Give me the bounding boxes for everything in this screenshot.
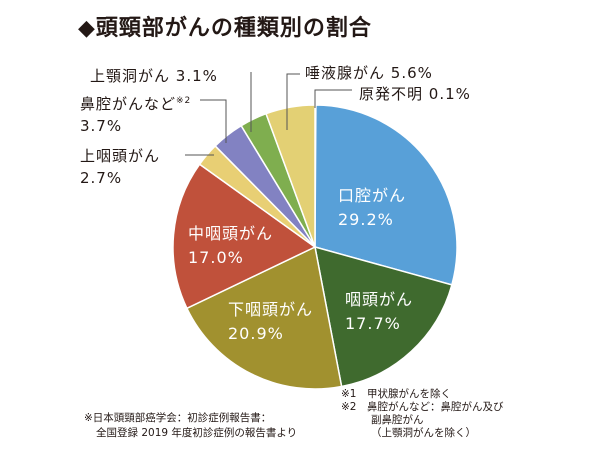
footnote-2c: （上顎洞がんを除く）: [371, 427, 476, 439]
footnote-2b: 副鼻腔がん: [371, 414, 424, 426]
source-1: ※日本頭頸部癌学会：初診症例報告書：: [84, 412, 272, 424]
leader-line: [200, 99, 227, 143]
pie-slice-3: [185, 245, 343, 390]
pie-slice-2: [314, 245, 453, 388]
pie-slice-4: [172, 163, 317, 310]
leader-lines: [185, 72, 352, 156]
footnote-1: ※1 甲状腺がんを除く: [341, 388, 451, 400]
label-oropharynx: 中咽頭がん 17.0%: [188, 224, 274, 267]
label-salivary: 唾液腺がん 5.6%: [305, 64, 433, 82]
footnote-2: ※2 鼻腔がんなど：鼻腔がん及び: [341, 401, 504, 413]
leader-line: [314, 89, 352, 108]
label-unknown: 原発不明 0.1%: [359, 85, 471, 103]
label-nasal: 鼻腔がんなど※2 3.7%: [80, 95, 192, 135]
label-pharynx: 咽頭がん 17.7%: [345, 290, 414, 333]
label-hypopharynx: 下咽頭がん 20.9%: [228, 300, 314, 343]
pie-slice-1: [314, 104, 458, 286]
chart-title: ◆頭頸部がんの種類別の割合: [78, 16, 372, 41]
leader-line: [286, 73, 300, 130]
label-maxillary: 上顎洞がん 3.1%: [90, 67, 218, 85]
label-oral: 口腔がん 29.2%: [338, 186, 407, 229]
label-nasopharynx: 上咽頭がん 2.7%: [80, 147, 161, 187]
source-2: 全国登録 2019 年度初診症例の報告書より: [96, 427, 298, 439]
